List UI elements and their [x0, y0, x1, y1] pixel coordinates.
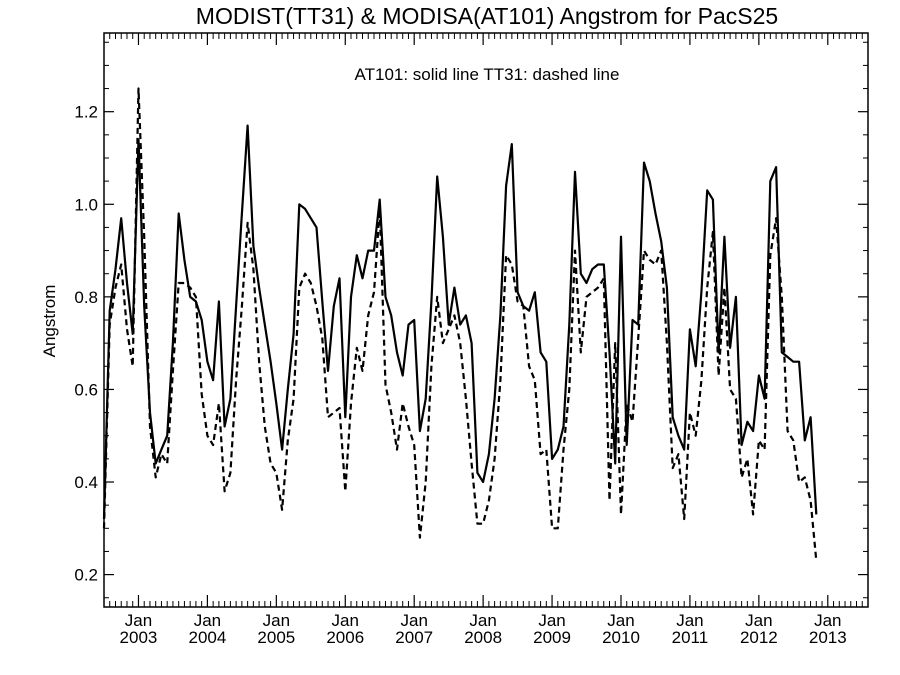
y-axis-ticks: 0.2 0.4 0.6 0.8 1.0 1.2	[74, 41, 868, 599]
x-tick-year-label: 2006	[326, 628, 364, 647]
x-tick-month-label: Jan	[676, 611, 703, 630]
series-layer	[102, 87, 818, 561]
y-axis-label: Angstrom	[40, 285, 59, 358]
x-tick-month-label: Jan	[400, 611, 427, 630]
x-tick-month-label: Jan	[469, 611, 496, 630]
series-line-tt31-dashed	[102, 87, 818, 561]
x-tick-year-label: 2013	[809, 628, 847, 647]
x-tick-month-label: Jan	[263, 611, 290, 630]
x-tick-month-label: Jan	[745, 611, 772, 630]
y-tick-label: 0.8	[74, 288, 98, 307]
x-tick-year-label: 2012	[740, 628, 778, 647]
y-tick-label: 0.6	[74, 380, 98, 399]
x-tick-month-label: Jan	[814, 611, 841, 630]
x-tick-year-label: 2005	[257, 628, 295, 647]
x-tick-year-label: 2010	[602, 628, 640, 647]
y-tick-label: 0.2	[74, 566, 98, 585]
y-tick-label: 1.2	[74, 103, 98, 122]
x-tick-month-label: Jan	[538, 611, 565, 630]
x-tick-month-label: Jan	[607, 611, 634, 630]
chart-title: MODIST(TT31) & MODISA(AT101) Angstrom fo…	[196, 3, 778, 29]
x-tick-month-label: Jan	[194, 611, 221, 630]
chart-annotation: AT101: solid line TT31: dashed line	[355, 65, 620, 84]
x-tick-year-label: 2009	[533, 628, 571, 647]
x-axis-ticks: Jan2003Jan2004Jan2005Jan2006Jan2007Jan20…	[103, 33, 869, 647]
x-tick-month-label: Jan	[125, 611, 152, 630]
x-tick-year-label: 2007	[395, 628, 433, 647]
x-tick-month-label: Jan	[332, 611, 359, 630]
x-tick-year-label: 2004	[188, 628, 226, 647]
x-tick-year-label: 2008	[464, 628, 502, 647]
y-tick-label: 1.0	[74, 195, 98, 214]
x-tick-year-label: 2011	[672, 628, 709, 647]
series-line-at101-solid	[102, 124, 818, 520]
y-tick-label: 0.4	[74, 473, 98, 492]
x-tick-year-label: 2003	[120, 628, 158, 647]
